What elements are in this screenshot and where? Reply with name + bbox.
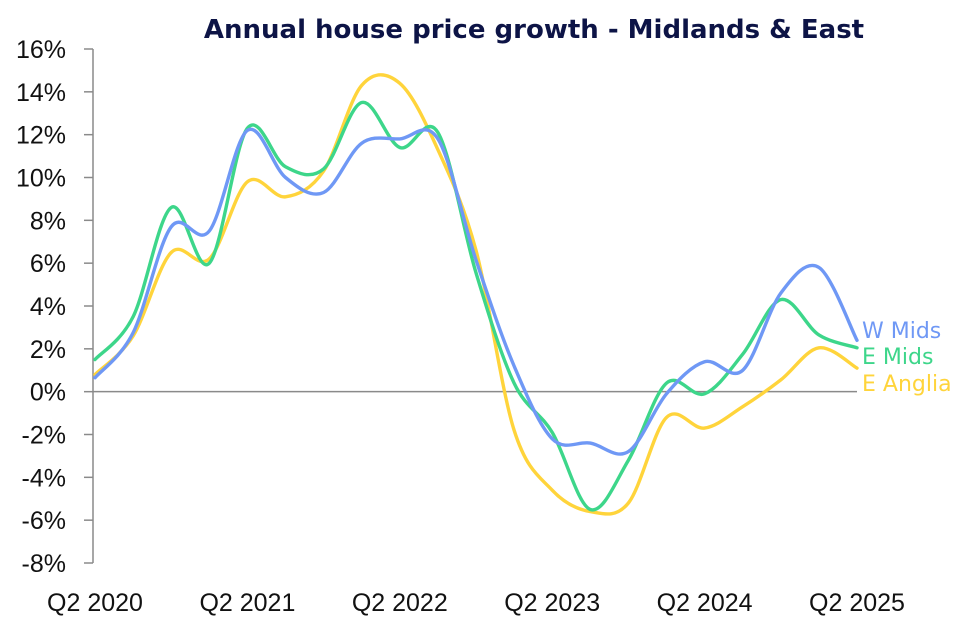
chart-title: Annual house price growth - Midlands & E… xyxy=(204,15,864,45)
series-line-e-mids xyxy=(93,100,859,512)
x-tick-label: Q2 2024 xyxy=(657,589,753,617)
x-tick-label: Q2 2020 xyxy=(47,589,143,617)
y-tick-label: 2% xyxy=(30,336,66,364)
y-tick-label: 16% xyxy=(16,36,66,64)
y-tick-label: 14% xyxy=(16,79,66,107)
y-tick-label: -4% xyxy=(22,464,66,492)
x-tick-label: Q2 2022 xyxy=(352,589,448,617)
y-tick-label: 0% xyxy=(30,379,66,407)
x-tick-label: Q2 2023 xyxy=(504,589,600,617)
series-label-e-anglia: E Anglia xyxy=(862,372,952,397)
y-tick-label: 8% xyxy=(30,207,66,235)
series-label-w-mids: W Mids xyxy=(862,319,941,344)
y-tick-label: -8% xyxy=(22,550,66,578)
x-tick-label: Q2 2021 xyxy=(199,589,295,617)
y-tick-label: 6% xyxy=(30,250,66,278)
y-tick-label: 12% xyxy=(16,122,66,150)
y-tick-label: -2% xyxy=(22,422,66,450)
y-tick-label: -6% xyxy=(22,507,66,535)
series-line-w-mids xyxy=(93,127,859,456)
y-tick-label: 4% xyxy=(30,293,66,321)
x-axis: Q2 2020 Q2 2021 Q2 2022 Q2 2023 Q2 2024 Q2 20… xyxy=(47,589,905,617)
x-tick-label: Q2 2025 xyxy=(809,589,905,617)
series-label-e-mids: E Mids xyxy=(862,345,933,370)
y-axis: 16% 14% 12% 10% 8% 6% 4% 2% 0% -2% -4% -6% -8% xyxy=(16,36,857,578)
y-tick-label: 10% xyxy=(16,165,66,193)
series-group xyxy=(93,73,859,516)
series-line-e-anglia xyxy=(93,73,859,516)
